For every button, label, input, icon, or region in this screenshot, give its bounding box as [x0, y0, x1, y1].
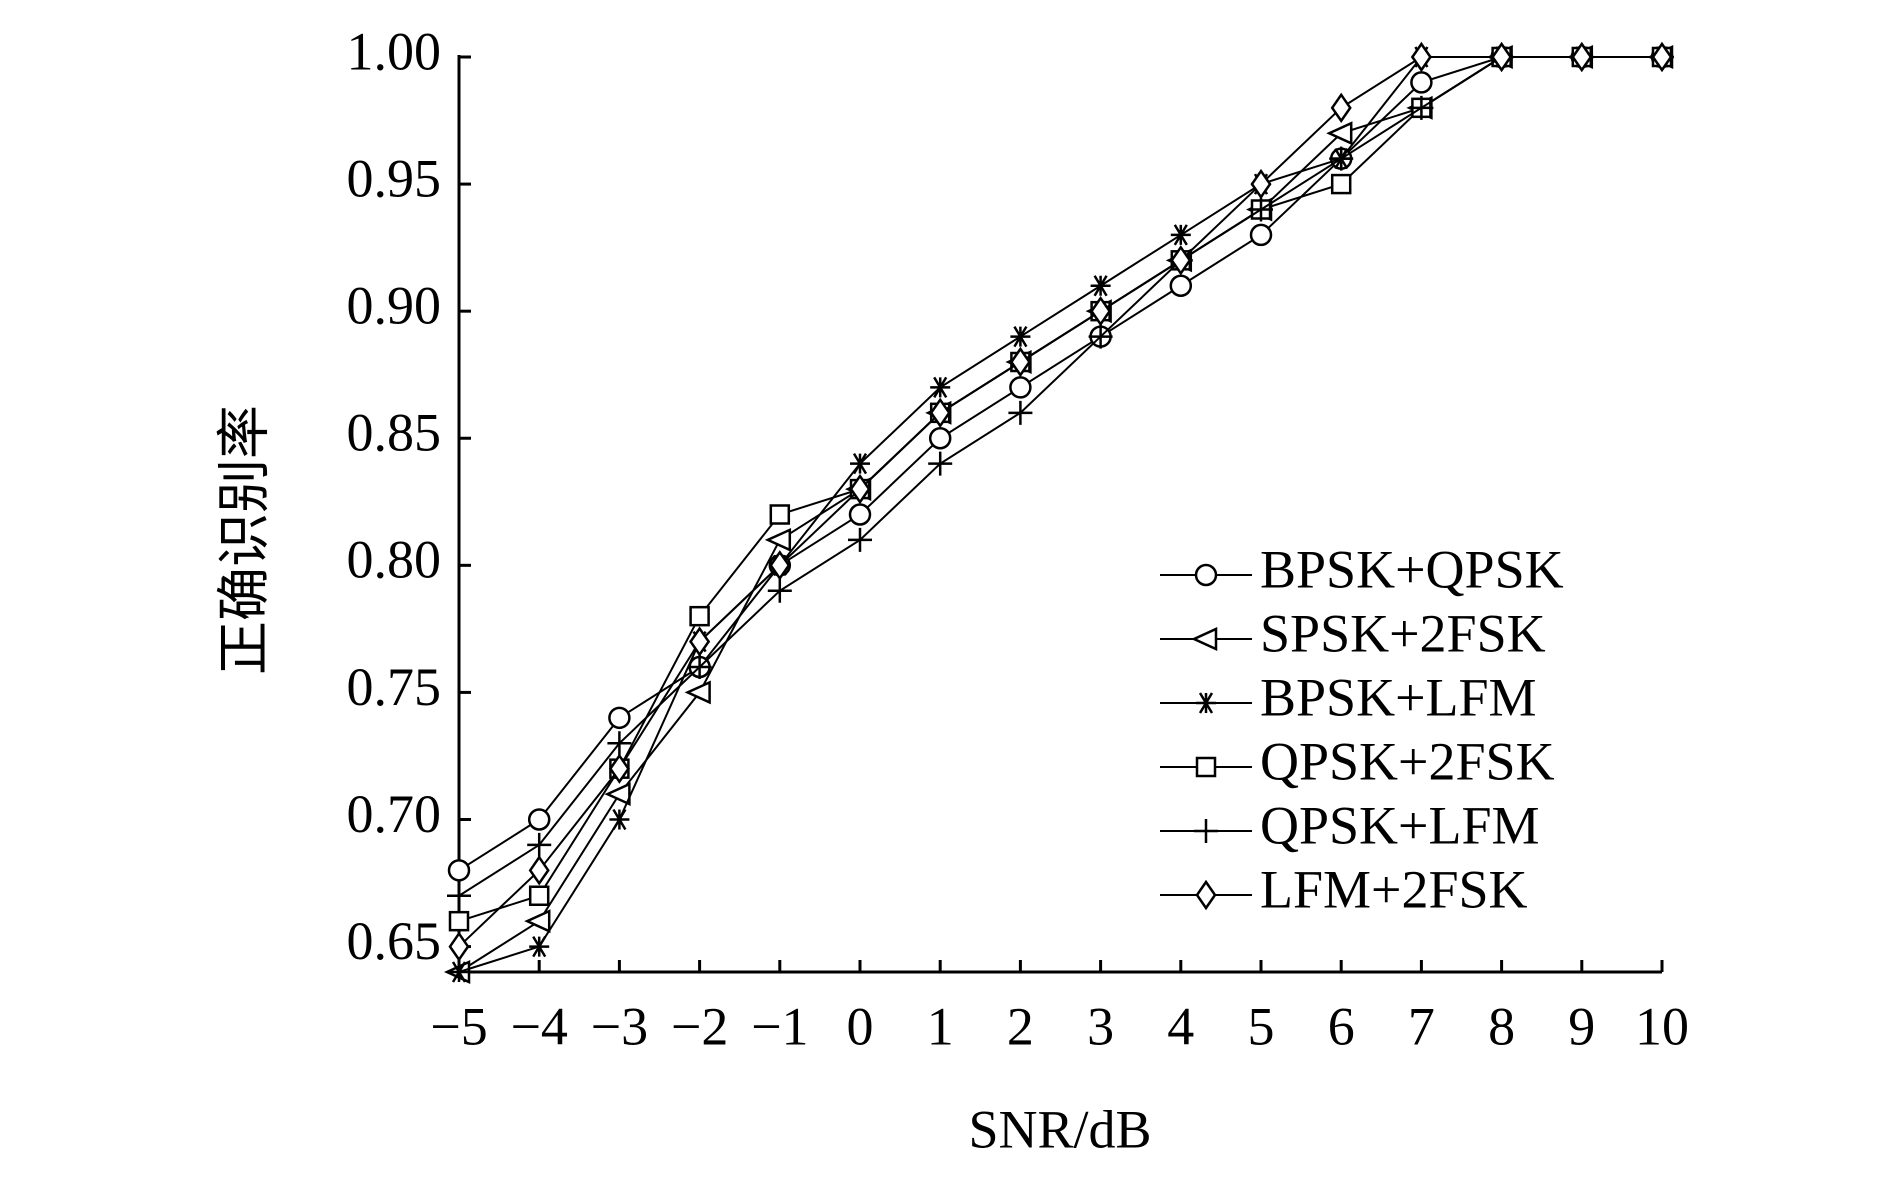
x-tick-label: 7 — [1408, 996, 1435, 1056]
x-tick-label: 6 — [1328, 996, 1355, 1056]
marker — [1194, 819, 1218, 843]
marker — [1409, 95, 1434, 120]
y-tick-label: 1.00 — [347, 21, 442, 81]
x-tick-label: 2 — [1007, 996, 1034, 1056]
y-tick-label: 0.90 — [347, 276, 442, 336]
x-tick-label: 1 — [927, 996, 954, 1056]
marker — [528, 885, 550, 906]
marker — [1330, 92, 1352, 124]
marker — [448, 931, 470, 962]
x-tick-label: 5 — [1248, 996, 1275, 1056]
x-tick-label: 10 — [1635, 996, 1689, 1056]
marker — [527, 832, 552, 857]
marker — [767, 578, 792, 603]
marker — [928, 451, 953, 476]
y-tick-label: 0.65 — [347, 911, 442, 971]
marker — [1194, 563, 1218, 587]
legend-label: BPSK+LFM — [1260, 667, 1537, 727]
marker — [1326, 121, 1353, 146]
series-line — [458, 56, 1662, 948]
marker — [524, 909, 551, 934]
marker — [1195, 879, 1217, 911]
marker — [1008, 400, 1033, 425]
marker — [769, 550, 791, 581]
marker — [527, 808, 551, 831]
marker — [1009, 346, 1031, 378]
x-tick-label: −2 — [671, 996, 728, 1056]
marker — [764, 527, 792, 552]
marker — [849, 473, 871, 505]
marker — [848, 527, 872, 552]
marker — [928, 427, 952, 450]
x-axis-label: SNR/dB — [968, 1099, 1151, 1159]
y-tick-label: 0.85 — [347, 403, 442, 463]
marker — [1410, 41, 1432, 73]
y-tick-label: 0.75 — [347, 657, 442, 717]
legend-label: QPSK+2FSK — [1260, 731, 1555, 791]
marker — [929, 397, 951, 429]
marker — [1190, 627, 1218, 651]
marker — [684, 680, 711, 705]
marker — [848, 503, 872, 526]
marker — [1088, 324, 1113, 349]
marker — [1009, 376, 1032, 399]
y-tick-label: 0.95 — [347, 148, 442, 208]
marker — [1250, 168, 1272, 200]
marker — [1491, 41, 1513, 73]
marker — [769, 504, 791, 525]
marker — [1249, 223, 1273, 247]
marker — [608, 706, 631, 730]
marker — [1090, 275, 1111, 297]
marker — [689, 626, 711, 657]
legend-label: BPSK+QPSK — [1260, 539, 1564, 599]
marker — [447, 859, 471, 882]
marker — [447, 883, 471, 908]
x-tick-label: −4 — [510, 996, 567, 1056]
marker — [1195, 756, 1217, 778]
marker — [930, 376, 951, 399]
marker — [1410, 71, 1433, 94]
marker — [1170, 245, 1192, 276]
y-tick-label: 0.70 — [347, 784, 442, 844]
legend-label: LFM+2FSK — [1260, 859, 1528, 919]
legend-label: QPSK+LFM — [1260, 795, 1540, 855]
marker — [850, 453, 870, 475]
marker — [608, 753, 630, 784]
legend-label: SPSK+2FSK — [1260, 603, 1546, 663]
series-line — [458, 56, 1662, 923]
marker — [607, 731, 632, 756]
marker — [528, 855, 550, 886]
x-tick-label: −1 — [751, 996, 808, 1056]
marker — [1169, 274, 1193, 297]
marker — [1090, 295, 1112, 327]
x-tick-label: −3 — [591, 996, 648, 1056]
marker — [1329, 146, 1354, 171]
marker — [1330, 173, 1352, 195]
marker — [687, 655, 712, 679]
y-tick-label: 0.80 — [347, 530, 442, 590]
marker — [449, 961, 469, 983]
marker — [609, 808, 630, 831]
marker — [448, 910, 470, 932]
x-tick-label: 0 — [847, 996, 874, 1056]
marker — [529, 935, 550, 958]
x-tick-label: 3 — [1087, 996, 1114, 1056]
marker — [1651, 41, 1673, 73]
marker — [1170, 224, 1191, 246]
marker — [689, 605, 710, 627]
x-tick-label: 9 — [1568, 996, 1595, 1056]
x-tick-label: 8 — [1488, 996, 1515, 1056]
marker — [604, 782, 631, 807]
x-tick-label: 4 — [1167, 996, 1194, 1056]
y-axis-label: 正确识别率 — [214, 405, 274, 675]
marker — [1571, 41, 1593, 73]
x-tick-label: −5 — [430, 996, 487, 1056]
marker — [1249, 197, 1273, 222]
marker — [1196, 692, 1216, 714]
marker — [1010, 325, 1031, 348]
